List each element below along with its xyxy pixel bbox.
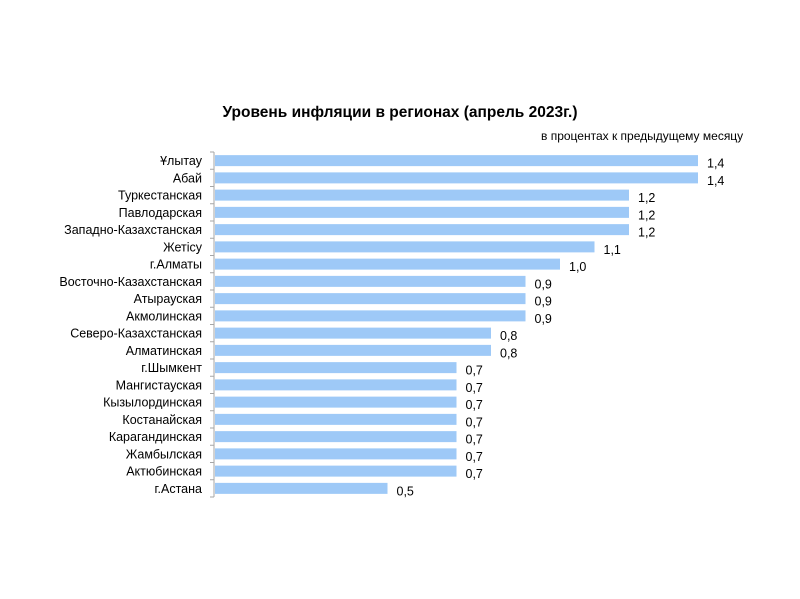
bar: [215, 293, 526, 305]
value-labels: 1,4 1,4 1,2 1,2 1,2 1,1 1,0 0,9 0,9 0,9 0,8 0,8 0,7 0…: [397, 157, 725, 499]
value-label: 0,7: [466, 415, 483, 429]
bar: [215, 258, 560, 270]
value-label: 1,2: [638, 191, 655, 205]
bar: [215, 189, 629, 201]
bar: [215, 396, 457, 408]
category-label: Туркестанская: [118, 189, 202, 203]
category-label: Акмолинская: [126, 309, 202, 323]
value-label: 0,7: [466, 467, 483, 481]
value-label: 0,5: [397, 484, 414, 498]
category-label: Восточно-Казахстанская: [59, 275, 202, 289]
category-label: Атырауская: [134, 292, 202, 306]
bar: [215, 155, 698, 167]
value-label: 0,7: [466, 450, 483, 464]
value-label: 0,7: [466, 433, 483, 447]
value-label: 0,9: [535, 277, 552, 291]
category-label: Жетісу: [163, 240, 203, 254]
category-label: г.Шымкент: [141, 361, 202, 375]
chart-subtitle: в процентах к предыдущему месяцу: [541, 129, 744, 143]
bar: [215, 224, 629, 236]
value-label: 0,8: [500, 346, 517, 360]
value-label: 0,7: [466, 398, 483, 412]
category-label: Карагандинская: [109, 430, 202, 444]
value-label: 0,9: [535, 312, 552, 326]
category-label: Западно-Казахстанская: [64, 223, 202, 237]
axis-ticks: [210, 151, 214, 498]
category-label: Абай: [173, 171, 202, 185]
value-label: 1,4: [707, 174, 724, 188]
bar: [215, 172, 698, 184]
value-label: 0,8: [500, 329, 517, 343]
chart-title: Уровень инфляции в регионах (апрель 2023…: [222, 104, 578, 121]
value-label: 0,7: [466, 364, 483, 378]
bar: [215, 413, 457, 425]
value-label: 1,2: [638, 226, 655, 240]
category-label: Северо-Казахстанская: [70, 327, 202, 341]
bar: [215, 206, 629, 218]
category-labels: Ұлытау Абай Туркестанская Павлодарская Запад…: [59, 154, 202, 496]
bar: [215, 379, 457, 391]
category-label: Мангистауская: [116, 378, 202, 392]
bar: [215, 465, 457, 477]
bar: [215, 482, 388, 494]
category-label: г.Астана: [155, 482, 203, 496]
bar: [215, 344, 491, 356]
value-label: 0,9: [535, 295, 552, 309]
value-label: 1,1: [604, 243, 621, 257]
bar: [215, 431, 457, 443]
bar: [215, 327, 491, 339]
bar: [215, 448, 457, 460]
category-label: Костанайская: [122, 413, 202, 427]
bar: [215, 275, 526, 287]
value-label: 1,2: [638, 208, 655, 222]
value-label: 1,0: [569, 260, 586, 274]
category-label: г.Алматы: [150, 258, 202, 272]
category-label: Жамбылская: [126, 447, 202, 461]
bar: [215, 310, 526, 322]
category-label: Павлодарская: [119, 206, 202, 220]
category-label: Алматинская: [126, 344, 202, 358]
category-label: Ұлытау: [160, 154, 203, 168]
bar: [215, 362, 457, 374]
bars-group: [215, 155, 698, 494]
category-label: Актюбинская: [126, 465, 202, 479]
value-label: 1,4: [707, 157, 724, 171]
bar: [215, 241, 595, 253]
value-label: 0,7: [466, 381, 483, 395]
category-label: Кызылординская: [103, 396, 202, 410]
